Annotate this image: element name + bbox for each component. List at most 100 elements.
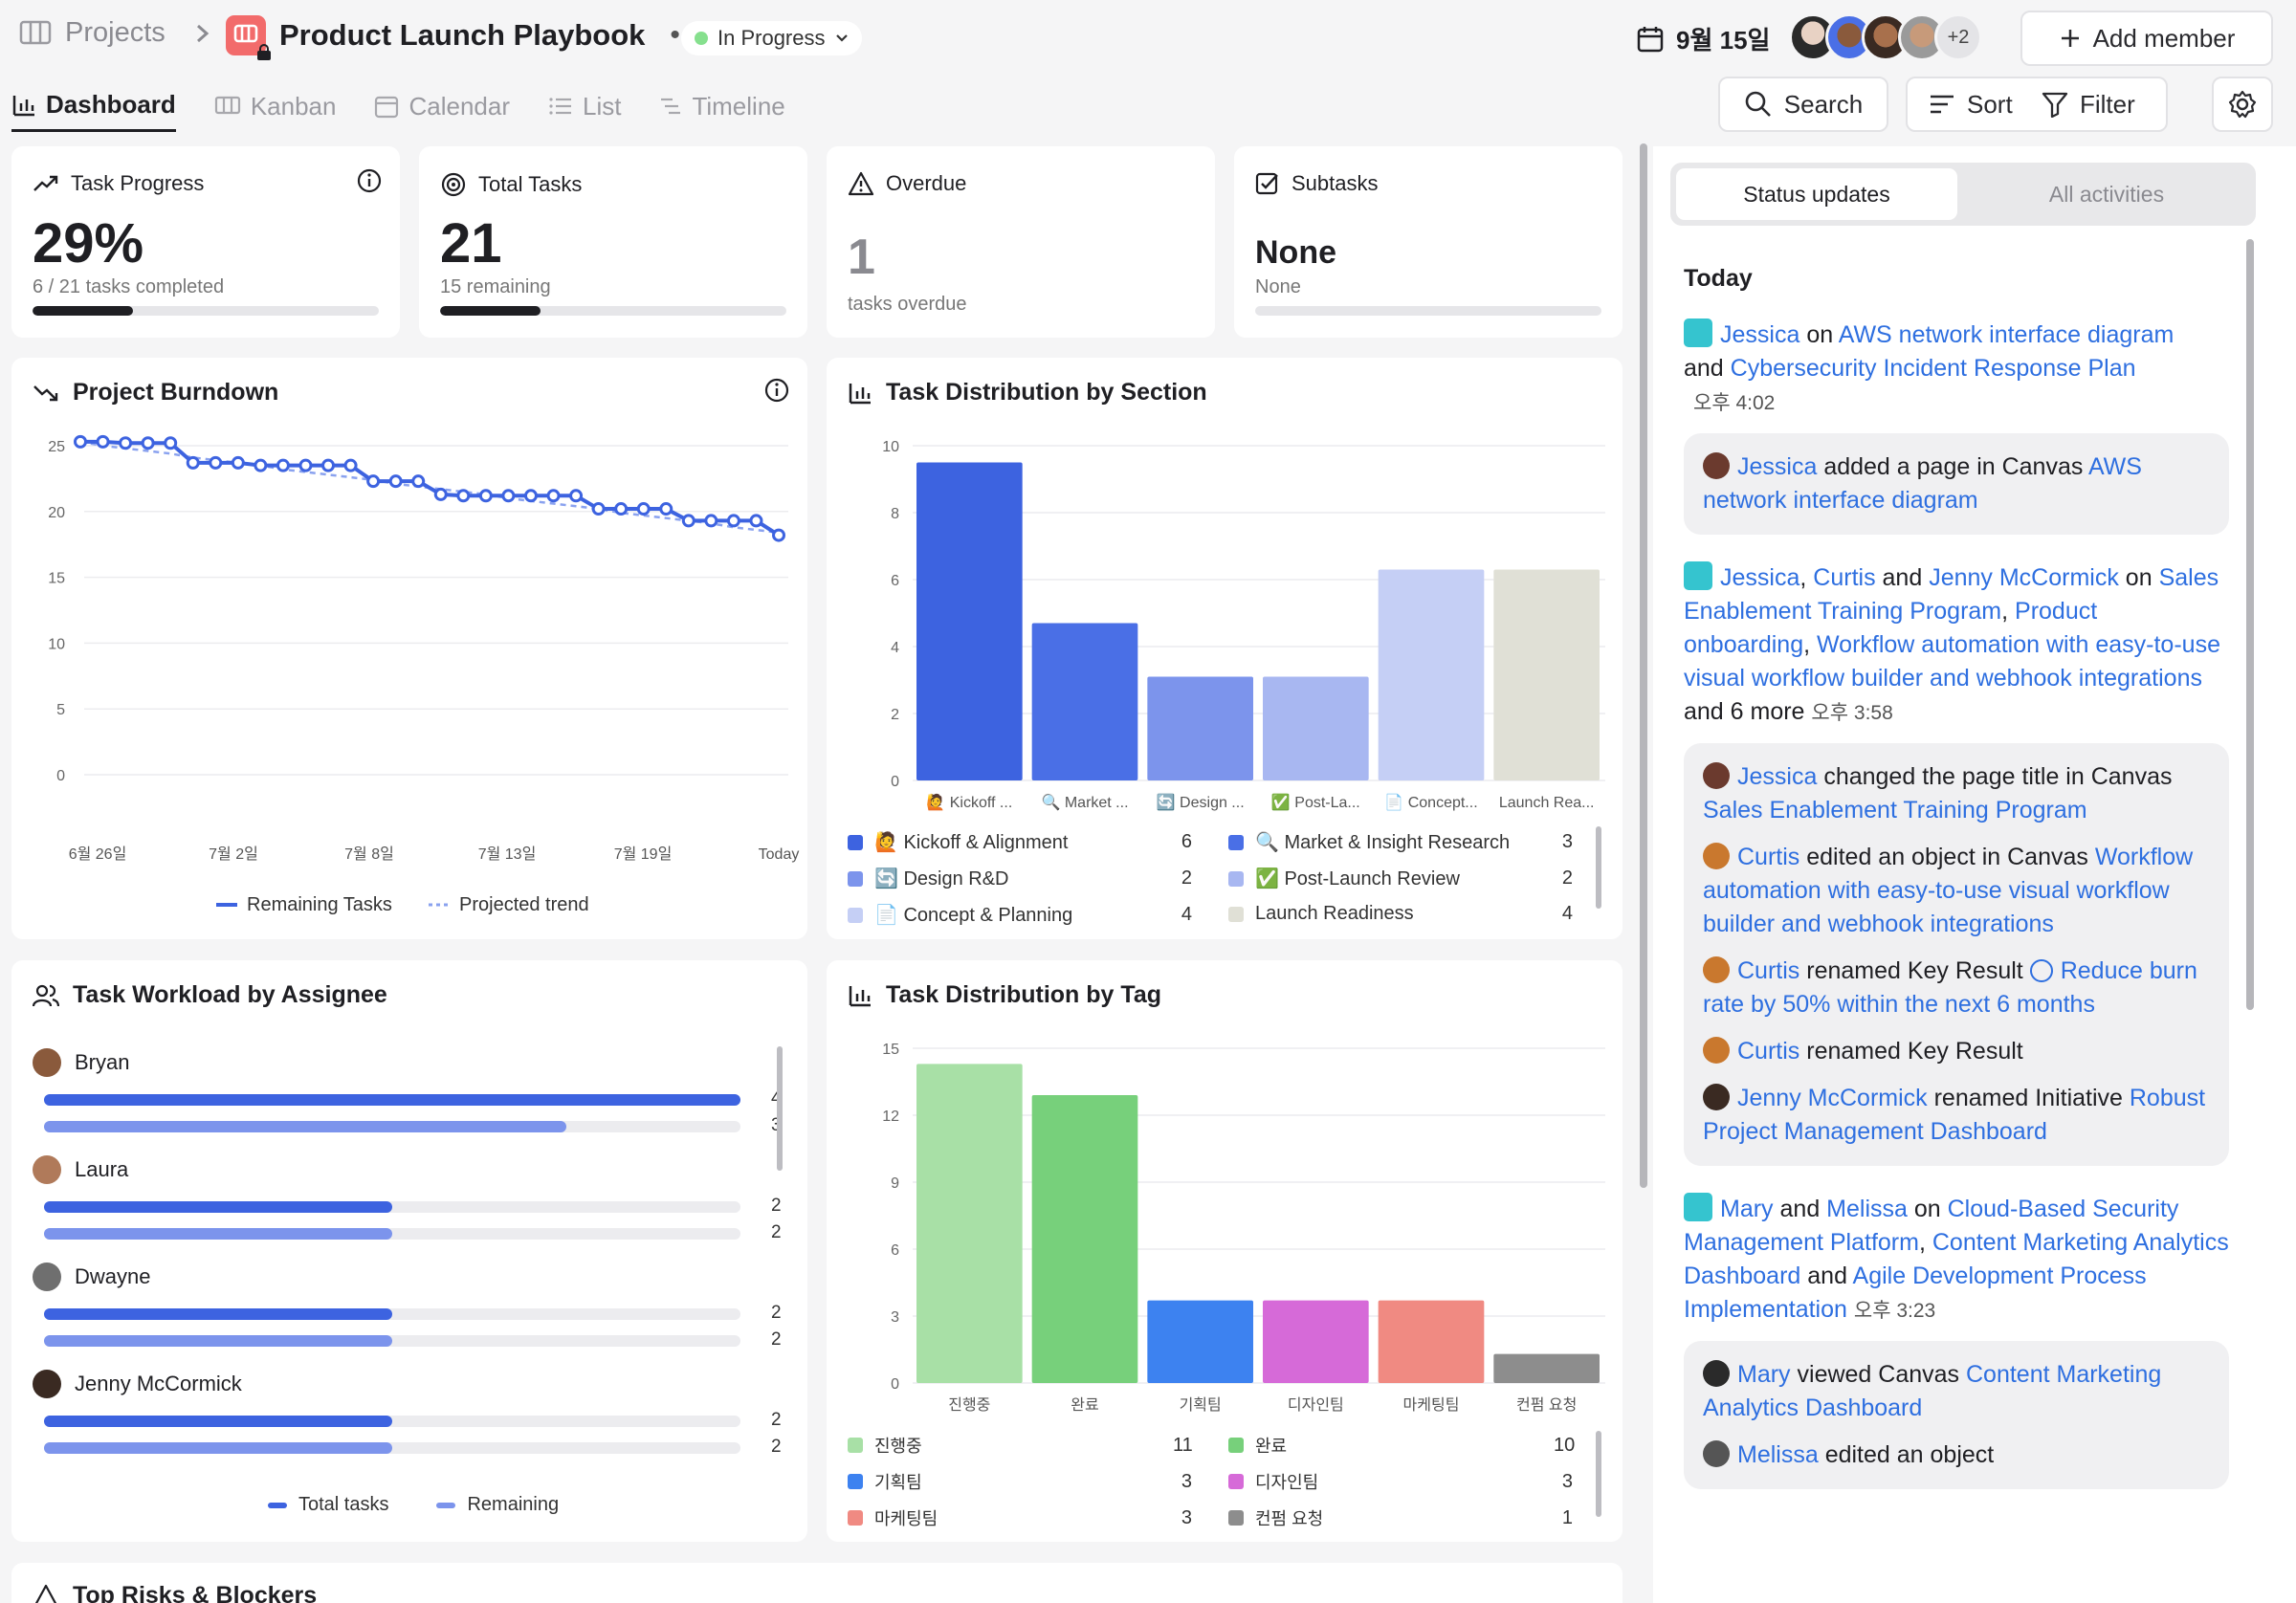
activity-tabs: Status updates All activities [1670, 163, 2256, 226]
legend-item[interactable]: 디자인팀 3 [1228, 1469, 1573, 1494]
sort-button[interactable]: Sort [1908, 90, 2032, 120]
canvas-link[interactable]: Product onboarding [1684, 598, 2098, 658]
user-link[interactable]: Curtis [1813, 564, 1876, 591]
data-point [569, 489, 584, 503]
overdue-value: 1 [848, 230, 875, 285]
tag-bar-chart: 0 3 6 9 12 15 진행중 완료 기획팀 디자인팀 마케팅팀 컨펌 요청 [882, 1042, 1605, 1414]
canvas-link[interactable]: Workflow automation with easy-to-use vis… [1684, 631, 2220, 692]
feed-entry: Mary and Melissa on Cloud-Based Security… [1684, 1193, 2229, 1328]
settings-button[interactable] [2212, 77, 2273, 132]
info-icon[interactable] [763, 377, 790, 404]
user-link[interactable]: Mary [1737, 1361, 1791, 1388]
user-link[interactable]: Curtis [1737, 957, 1800, 984]
x-tick-label: 기획팀 [1180, 1396, 1222, 1414]
tab-all-activities[interactable]: All activities [2048, 181, 2165, 207]
checkbox-icon [1255, 172, 1278, 195]
y-tick-label: 0 [891, 774, 899, 790]
user-link[interactable]: Jenny McCormick [1929, 564, 2119, 591]
tab-timeline[interactable]: Timeline [659, 90, 785, 132]
user-link[interactable]: Jenny McCormick [1737, 1085, 1928, 1111]
user-link[interactable]: Melissa [1826, 1196, 1908, 1222]
workload-scrollbar[interactable] [777, 1046, 783, 1171]
member-avatars[interactable]: +2 [1789, 13, 1982, 61]
more-members-badge[interactable]: +2 [1934, 13, 1982, 61]
card-title: Task Workload by Assignee [33, 981, 387, 1009]
legend-item[interactable]: 완료 10 [1228, 1433, 1575, 1458]
feed-entry: Jessica, Curtis and Jenny McCormick on S… [1684, 561, 2229, 730]
feed-text: on [2118, 564, 2152, 591]
assignee-name: Laura [33, 1155, 128, 1184]
projects-link[interactable]: Projects [19, 17, 166, 49]
canvas-link[interactable]: Content Marketing Analytics Dashboard [1684, 1229, 2229, 1289]
legend-item[interactable]: 컨펌 요청 1 [1228, 1505, 1573, 1530]
legend-swatch [1228, 1510, 1244, 1526]
filter-button[interactable]: Filter [2032, 90, 2135, 120]
legend-item[interactable]: 진행중 11 [848, 1433, 1193, 1458]
due-date[interactable]: 9월 15일 [1636, 21, 1770, 56]
data-point [456, 489, 471, 503]
legend-item[interactable]: 🔄 Design R&D 2 [848, 867, 1192, 890]
tab-status-updates[interactable]: Status updates [1676, 168, 1957, 220]
legend-label: 컨펌 요청 [1255, 1509, 1324, 1528]
x-tick-label: 디자인팀 [1288, 1396, 1344, 1414]
tab-calendar[interactable]: Calendar [374, 90, 510, 132]
legend-item[interactable]: 📄 Concept & Planning 4 [848, 903, 1192, 927]
add-member-button[interactable]: Add member [2020, 11, 2273, 66]
tab-kanban[interactable]: Kanban [214, 90, 336, 132]
user-link[interactable]: Curtis [1737, 844, 1800, 870]
legend-item[interactable]: Launch Readiness 4 [1228, 903, 1573, 925]
user-link[interactable]: Melissa [1737, 1441, 1819, 1468]
data-point [546, 489, 561, 503]
legend-item[interactable]: 마케팅팀 3 [848, 1505, 1192, 1530]
legend-item[interactable]: 🔍 Market & Insight Research 3 [1228, 830, 1573, 854]
subtasks-card: Subtasks None None [1234, 146, 1623, 338]
group-icon [1684, 318, 1712, 347]
user-link[interactable]: Mary [1720, 1196, 1774, 1222]
main-scrollbar[interactable] [1640, 143, 1647, 1188]
chevron-right-icon [196, 24, 210, 42]
activity-feed: Today Jessica on AWS network interface d… [1684, 258, 2229, 1489]
series-remaining-tasks [80, 439, 781, 538]
legend-item[interactable]: ✅ Post-Launch Review 2 [1228, 867, 1573, 890]
total-sub: 15 remaining [440, 276, 551, 297]
user-link[interactable]: Jessica [1737, 763, 1818, 790]
legend-scrollbar[interactable] [1596, 826, 1601, 909]
tab-list[interactable]: List [548, 90, 621, 132]
data-point [119, 436, 133, 450]
bar-chart-icon [849, 985, 871, 1006]
legend-swatch [848, 870, 863, 887]
tab-dashboard[interactable]: Dashboard [11, 90, 176, 132]
canvas-link[interactable]: Workflow automation with easy-to-use vis… [1703, 844, 2194, 937]
legend-item[interactable]: 기획팀 3 [848, 1469, 1192, 1494]
avatar [33, 1263, 61, 1291]
assignee-name: Dwayne [33, 1263, 150, 1291]
legend-item[interactable]: 🙋 Kickoff & Alignment 6 [848, 830, 1192, 854]
user-link[interactable]: Jessica [1720, 564, 1800, 591]
canvas-link[interactable]: AWS network interface diagram [1838, 321, 2175, 348]
canvas-link[interactable]: Content Marketing Analytics Dashboard [1703, 1361, 2162, 1421]
remaining-count: 2 [771, 1222, 782, 1242]
initiative-link[interactable]: Robust Project Management Dashboard [1703, 1085, 2206, 1145]
status-dropdown[interactable]: In Progress [681, 21, 862, 55]
canvas-link[interactable]: Cloud-Based Security Management Platform [1684, 1196, 2179, 1256]
canvas-link[interactable]: Sales Enablement Training Program [1703, 797, 2087, 823]
key-result-link[interactable]: Reduce burn rate by 50% within the next … [1703, 957, 2197, 1018]
canvas-link[interactable]: Sales Enablement Training Program [1684, 564, 2219, 625]
user-link[interactable]: Jessica [1737, 453, 1818, 480]
user-link[interactable]: Curtis [1737, 1038, 1800, 1065]
canvas-link[interactable]: Agile Development Process Implementation [1684, 1263, 2147, 1323]
legend-scrollbar[interactable] [1596, 1431, 1601, 1517]
legend-swatch [1228, 1474, 1244, 1489]
canvas-link[interactable]: Cybersecurity Incident Response Plan [1730, 355, 2136, 382]
gear-icon [2228, 90, 2257, 119]
canvas-link[interactable]: AWS network interface diagram [1703, 453, 2142, 514]
info-icon[interactable] [356, 167, 383, 194]
search-button[interactable]: Search [1718, 77, 1888, 132]
total-bar [44, 1308, 392, 1320]
legend-value: 2 [1181, 867, 1192, 889]
user-link[interactable]: Jessica [1720, 321, 1800, 348]
remaining-bar [44, 1228, 392, 1240]
panel-scrollbar[interactable] [2246, 239, 2254, 1010]
bar [916, 1064, 1023, 1383]
total-count: 2 [771, 1196, 782, 1216]
